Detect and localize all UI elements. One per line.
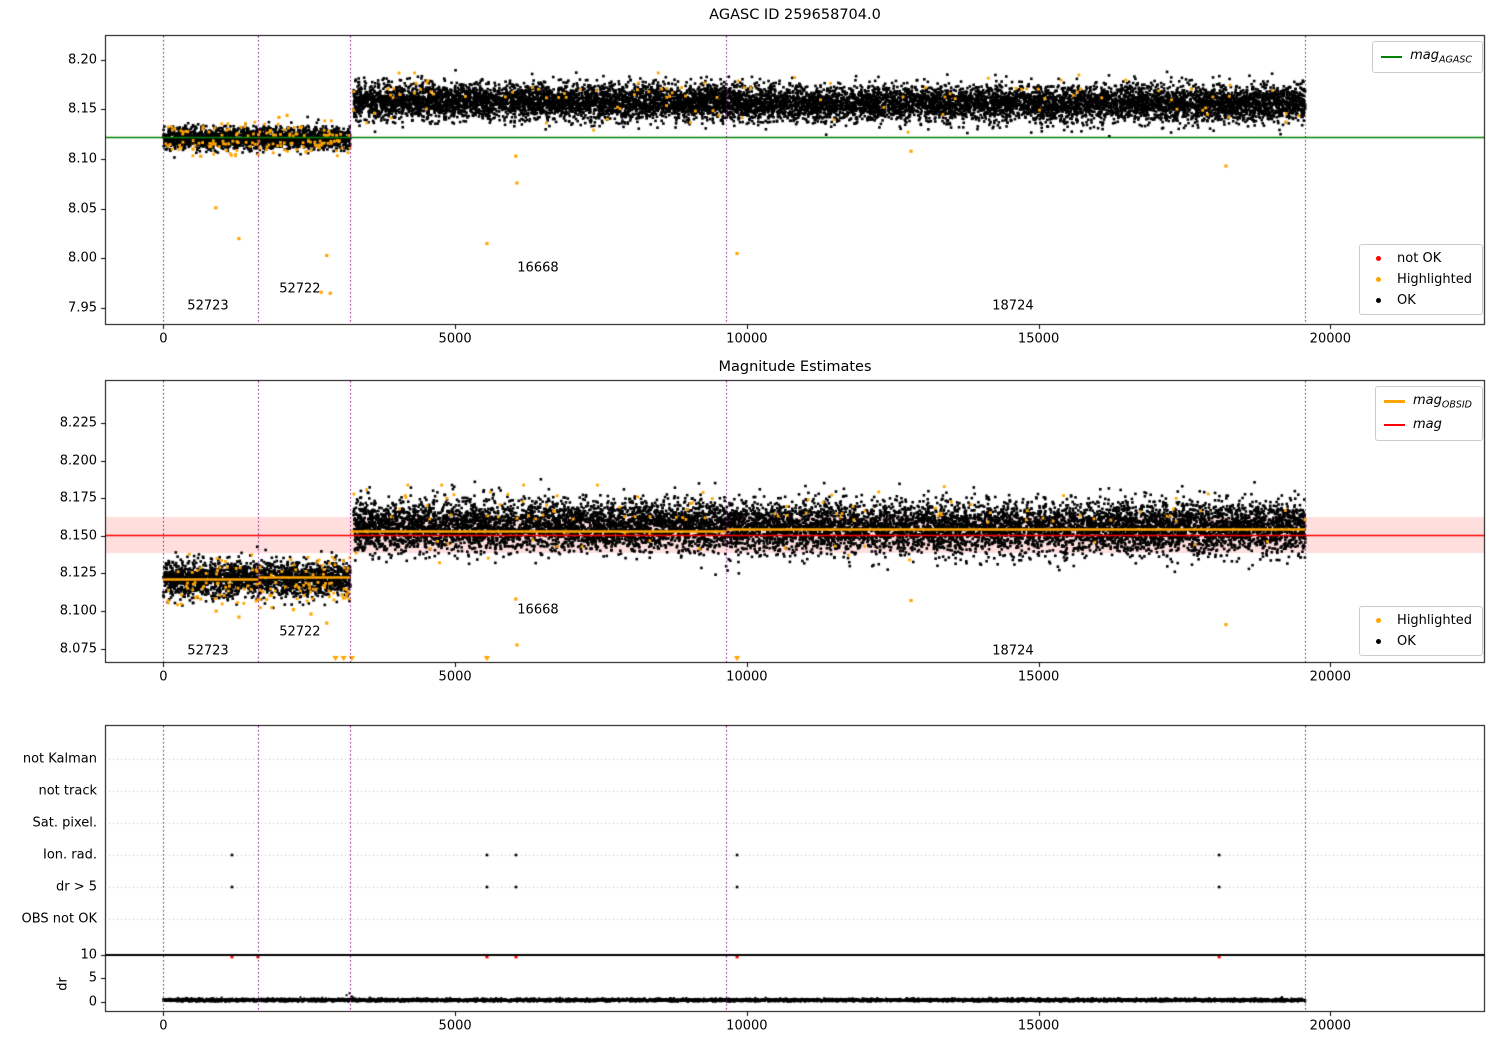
charts-canvas: [0, 0, 1500, 1050]
figure-agasc-magnitude-plots: AGASC ID 259658704.0 Magnitude Estimates…: [0, 0, 1500, 1050]
